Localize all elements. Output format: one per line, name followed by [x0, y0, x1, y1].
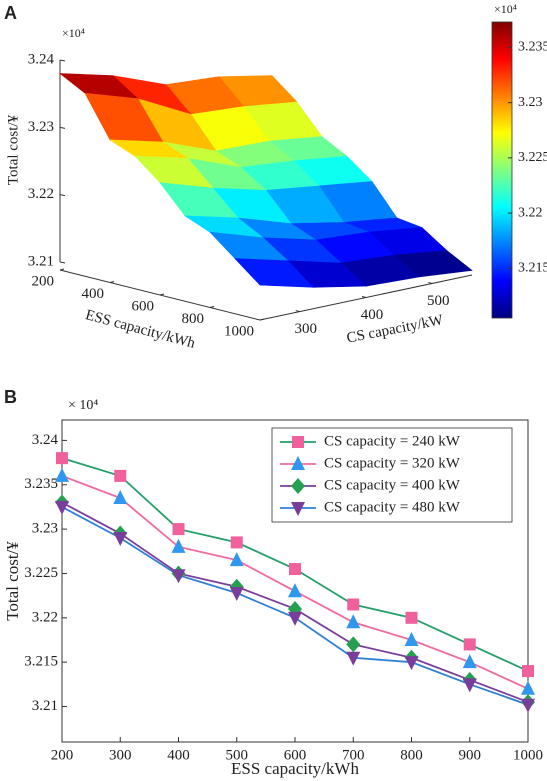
- x-tick-label: 900: [459, 747, 482, 763]
- marker: [346, 651, 361, 666]
- marker: [521, 680, 535, 695]
- exponent-label: ×10⁴: [62, 26, 85, 40]
- x-tick-label: 200: [51, 747, 74, 763]
- x-tick-label: 700: [342, 747, 365, 763]
- legend-label: CS capacity = 400 kW: [324, 477, 461, 493]
- y-tick: [428, 281, 433, 284]
- y-tick-label: 3.235: [24, 476, 58, 492]
- surface-patch: [234, 258, 314, 288]
- z-tick-label: 3.24: [28, 51, 55, 67]
- marker: [229, 586, 244, 601]
- colorbar-tick-label: 3.235: [518, 40, 547, 55]
- x-tick: [209, 306, 215, 308]
- exponent-label: × 10⁴: [68, 398, 98, 413]
- marker: [289, 563, 301, 576]
- marker: [113, 490, 128, 505]
- marker: [462, 654, 477, 669]
- colorbar-exponent: ×10⁴: [494, 2, 517, 16]
- legend-box: [271, 427, 513, 523]
- x-tick-label: 1000: [513, 747, 543, 763]
- y-tick-label: 500: [427, 293, 450, 309]
- marker: [114, 469, 127, 482]
- legend-label: CS capacity = 480 kW: [324, 499, 461, 515]
- x-tick: [159, 293, 165, 296]
- marker: [229, 552, 244, 567]
- marker: [172, 523, 185, 536]
- marker: [230, 536, 243, 549]
- y-tick-label: 3.23: [32, 521, 58, 537]
- marker: [55, 467, 69, 482]
- x-tick: [259, 318, 265, 321]
- marker: [171, 569, 186, 584]
- y-tick-label: 300: [295, 321, 318, 337]
- z-tick: [59, 194, 66, 197]
- y-tick-label: 3.225: [24, 565, 58, 581]
- panel-label: B: [4, 387, 17, 407]
- legend-marker: [291, 502, 305, 516]
- legend-label: CS capacity = 240 kW: [324, 433, 461, 449]
- x-tick: [59, 268, 65, 271]
- colorbar: [491, 21, 513, 319]
- marker: [347, 598, 360, 611]
- marker: [463, 638, 476, 651]
- x-axis-title: ESS capacity/kWh: [231, 759, 359, 778]
- y-tick-label: 3.215: [24, 654, 58, 670]
- marker: [522, 665, 534, 678]
- marker: [288, 611, 302, 626]
- marker: [56, 452, 68, 465]
- z-tick: [59, 59, 66, 62]
- x-tick-label: 200: [32, 273, 55, 289]
- x-tick-label: 400: [167, 747, 190, 763]
- colorbar-tick-label: 3.22: [518, 205, 543, 220]
- colorbar-tick-label: 3.23: [518, 95, 543, 110]
- x-tick-label: 500: [226, 747, 249, 763]
- marker: [346, 614, 361, 629]
- y-tick-label: 400: [361, 307, 384, 323]
- marker: [404, 656, 419, 671]
- marker: [521, 698, 535, 713]
- marker: [113, 531, 128, 546]
- x-tick-label: 800: [182, 311, 205, 327]
- y-tick-label: 3.22: [32, 609, 58, 625]
- z-axis-title: Total cost/¥: [5, 114, 21, 185]
- z-tick-label: 3.23: [28, 119, 54, 135]
- marker: [346, 636, 361, 653]
- z-tick: [59, 261, 66, 264]
- marker: [404, 631, 419, 646]
- legend-label: CS capacity = 320 kW: [324, 455, 461, 471]
- legend-marker: [292, 436, 304, 448]
- marker: [288, 583, 302, 598]
- marker: [405, 611, 418, 624]
- z-tick-label: 3.21: [28, 253, 54, 269]
- x-tick-label: 600: [132, 298, 155, 314]
- marker: [55, 500, 69, 515]
- y-axis-title: Total cost/¥: [3, 541, 22, 621]
- colorbar-tick-label: 3.225: [518, 150, 547, 165]
- legend-marker: [291, 456, 305, 470]
- y-tick: [361, 296, 367, 298]
- colorbar-tick-label: 3.215: [518, 261, 547, 276]
- x-tick-label: 300: [109, 747, 132, 763]
- y-tick-label: 3.24: [32, 432, 59, 448]
- x-tick-label: 1000: [224, 323, 254, 339]
- y-tick-label: 3.21: [32, 698, 58, 714]
- z-tick: [59, 126, 66, 129]
- marker: [171, 538, 186, 553]
- x-tick-label: 800: [400, 747, 423, 763]
- x-tick-label: 600: [284, 747, 307, 763]
- x-tick-label: 400: [82, 286, 105, 302]
- x-tick: [109, 281, 115, 283]
- y-tick: [295, 310, 300, 313]
- legend-marker: [291, 478, 305, 494]
- marker: [462, 678, 477, 693]
- z-tick-label: 3.22: [28, 186, 54, 202]
- panel-label: A: [4, 3, 17, 23]
